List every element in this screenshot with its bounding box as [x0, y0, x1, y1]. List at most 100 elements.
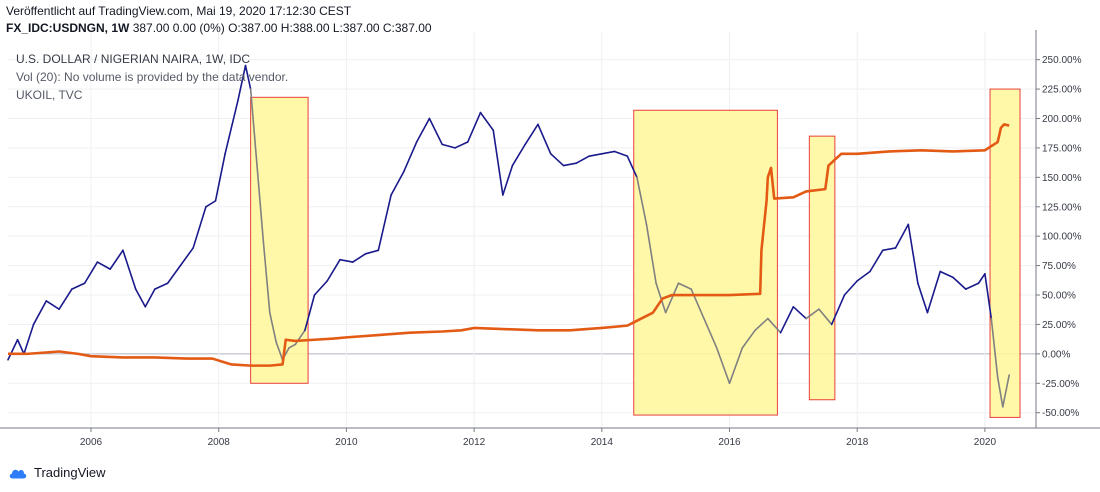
ukoil-line-segment [502, 164, 514, 196]
ukoil-line-segment [32, 300, 48, 326]
ukoil-line-segment [754, 317, 769, 332]
ukoil-line-segment [466, 111, 482, 143]
ukoil-line-segment [377, 194, 392, 252]
axes: -50.00% -25.00% 0.00% 25.00% 50.00% 75.00% 100… [0, 30, 1100, 448]
ukoil-line-segment [351, 253, 367, 263]
ukoil-line-segment [249, 88, 258, 167]
ukoil-line-segment [792, 305, 807, 320]
y-tick-label: 150.00% [1042, 173, 1082, 184]
y-tick-label: 200.00% [1042, 114, 1082, 125]
price-chart[interactable]: -50.00% -25.00% 0.00% 25.00% 50.00% 75.00% 100… [0, 0, 1100, 460]
y-tick-label: -50.00% [1042, 408, 1079, 419]
ukoil-line-segment [71, 282, 86, 290]
ukoil-line-segment [288, 343, 297, 349]
ukoil-line-segment [313, 280, 329, 296]
ukoil-line-segment [549, 152, 565, 167]
highlight-box [808, 135, 836, 401]
y-tick-label: -25.00% [1042, 379, 1079, 390]
ukoil-line-segment [454, 141, 469, 149]
ukoil-line-segment [715, 347, 731, 385]
ukoil-line-segment [655, 282, 667, 314]
ukoil-line-segment [268, 311, 277, 343]
ohlc-info: FX_IDC:USDNGN, 1W 387.00 0.00 (0%) O:387… [6, 21, 432, 35]
ukoil-line-segment [856, 270, 871, 282]
series-lines [7, 64, 1010, 408]
ukoil-line-segment [779, 305, 795, 334]
ukoil-line-segment [952, 276, 967, 290]
ukoil-line-segment [588, 152, 603, 157]
ukoil-line-segment [917, 282, 929, 314]
published-info: Veröffentlicht auf TradingView.com, Mai … [6, 4, 352, 18]
ukoil-line-segment [626, 155, 638, 179]
y-tick-label: 225.00% [1042, 85, 1082, 96]
ukoil-line-segment [275, 341, 284, 361]
ukoil-line-segment [990, 317, 999, 379]
ukoil-line-segment [843, 280, 859, 296]
ukoil-line-segment [262, 241, 271, 314]
y-tick-label: 100.00% [1042, 232, 1082, 243]
x-tick-label: 2006 [80, 437, 103, 448]
ukoil-line-segment [805, 308, 820, 320]
ukoil-line-segment [339, 258, 354, 263]
legend-title: U.S. DOLLAR / NIGERIAN NAIRA, 1W, IDC [16, 52, 251, 66]
y-tick-label: 250.00% [1042, 55, 1082, 66]
legend-volume: Vol (20): No volume is provided by the d… [16, 70, 289, 84]
ukoil-line-segment [7, 338, 19, 361]
ukoil-line-segment [179, 247, 194, 267]
highlight-box [250, 96, 309, 384]
ukoil-line-segment [613, 150, 629, 157]
grid [8, 32, 1036, 428]
ukoil-line-segment [575, 155, 590, 165]
y-tick-label: 25.00% [1042, 320, 1076, 331]
ukoil-line-segment [244, 64, 252, 90]
tradingview-cloud-icon [9, 469, 27, 478]
ohlc-values: 387.00 0.00 (0%) O:387.00 H:388.00 L:387… [132, 21, 432, 35]
ukoil-line-segment [894, 223, 910, 249]
ukoil-line-segment [645, 223, 657, 285]
x-tick-label: 2014 [591, 437, 614, 448]
y-tick-label: 0.00% [1042, 349, 1070, 360]
ukoil-line-segment [403, 141, 418, 173]
ukoil-line-segment [636, 176, 648, 226]
y-tick-label: 175.00% [1042, 143, 1082, 154]
ukoil-line-segment [1001, 374, 1010, 408]
ukoil-line-segment [192, 205, 207, 249]
ukoil-line-segment [939, 270, 954, 279]
ukoil-line-segment [83, 261, 99, 285]
ukoil-line-segment [96, 261, 111, 270]
x-tick-label: 2018 [846, 437, 869, 448]
ukoil-line-segment [767, 317, 782, 334]
ukoil-line-segment [205, 200, 217, 208]
legend-compare[interactable]: UKOIL, TVC [16, 88, 83, 102]
ukoil-line-segment [304, 294, 316, 332]
symbol-label: FX_IDC:USDNGN, 1W [6, 21, 130, 35]
highlight-box [989, 88, 1021, 418]
ukoil-line-segment [224, 100, 239, 155]
ukoil-line-segment [441, 143, 456, 149]
highlight-box [633, 109, 778, 416]
ukoil-line-segment [830, 294, 846, 326]
tradingview-logo[interactable]: TradingView [8, 465, 106, 480]
ukoil-line-segment [728, 347, 744, 385]
ukoil-line-segment [562, 162, 578, 167]
y-tick-label: 125.00% [1042, 202, 1082, 213]
ukoil-line-segment [964, 282, 980, 290]
ukoil-line-segment [256, 164, 265, 243]
ukoil-line-segment [144, 288, 156, 308]
usdngn-line [8, 123, 1010, 367]
ukoil-line-segment [601, 150, 616, 155]
ukoil-line-segment [326, 258, 341, 282]
ukoil-line-segment [237, 64, 247, 102]
ukoil-line-segment [818, 308, 833, 326]
ukoil-line-segment [45, 300, 60, 310]
ukoil-line-segment [926, 270, 942, 314]
ukoil-line-segment [881, 247, 897, 252]
y-tick-label: 75.00% [1042, 261, 1076, 272]
ukoil-line-segment [428, 117, 443, 146]
x-tick-label: 2020 [974, 437, 997, 448]
ukoil-line-segment [524, 123, 539, 146]
ukoil-line-segment [122, 249, 137, 290]
ukoil-line-segment [23, 323, 35, 355]
ukoil-line-segment [537, 123, 552, 155]
ukoil-line-segment [415, 117, 431, 143]
